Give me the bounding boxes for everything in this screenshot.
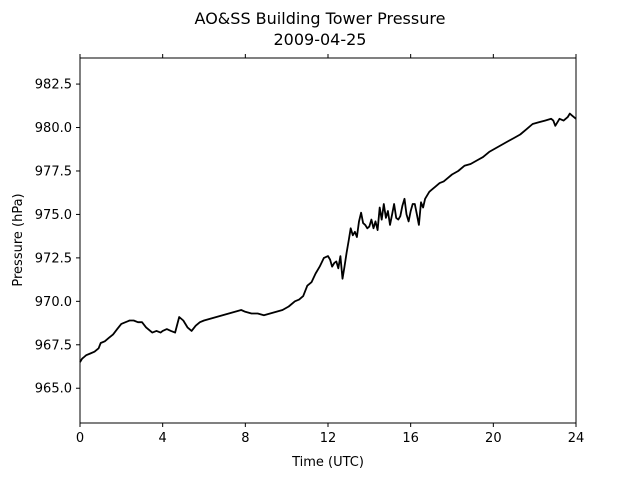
pressure-series-line — [79, 112, 577, 363]
y-tick-label: 967.5 — [35, 338, 72, 353]
x-tick-label: 12 — [320, 431, 337, 446]
y-tick-label: 970.0 — [35, 295, 72, 310]
y-axis-label: Pressure (hPa) — [11, 193, 26, 286]
y-axis-ticks: 965.0 967.5 970.0 972.5 975.0 977.5 980.0 982.5 — [35, 78, 80, 397]
x-tick-label: 16 — [402, 431, 419, 446]
x-tick-label: 4 — [159, 431, 167, 446]
x-axis-label: Time (UTC) — [291, 455, 364, 470]
y-tick-label: 982.5 — [35, 78, 72, 93]
chart-title: AO&SS Building Tower Pressure — [195, 9, 446, 28]
x-axis-ticks: 0 4 8 12 16 20 24 — [76, 54, 584, 446]
y-tick-label: 972.5 — [35, 251, 72, 266]
y-tick-label: 965.0 — [35, 382, 72, 397]
chart-subtitle: 2009-04-25 — [274, 30, 367, 49]
plot-area: 0 4 8 12 16 20 24 965.0 967.5 970.0 972.5 975.0 977… — [35, 54, 584, 446]
x-tick-label: 0 — [76, 431, 84, 446]
plot-frame — [79, 57, 577, 424]
y-tick-label: 977.5 — [35, 164, 72, 179]
y-tick-label: 980.0 — [35, 121, 72, 136]
x-tick-label: 20 — [485, 431, 502, 446]
series-layer — [79, 112, 577, 363]
x-tick-label: 8 — [241, 431, 249, 446]
y-tick-label: 975.0 — [35, 208, 72, 223]
x-tick-label: 24 — [568, 431, 585, 446]
